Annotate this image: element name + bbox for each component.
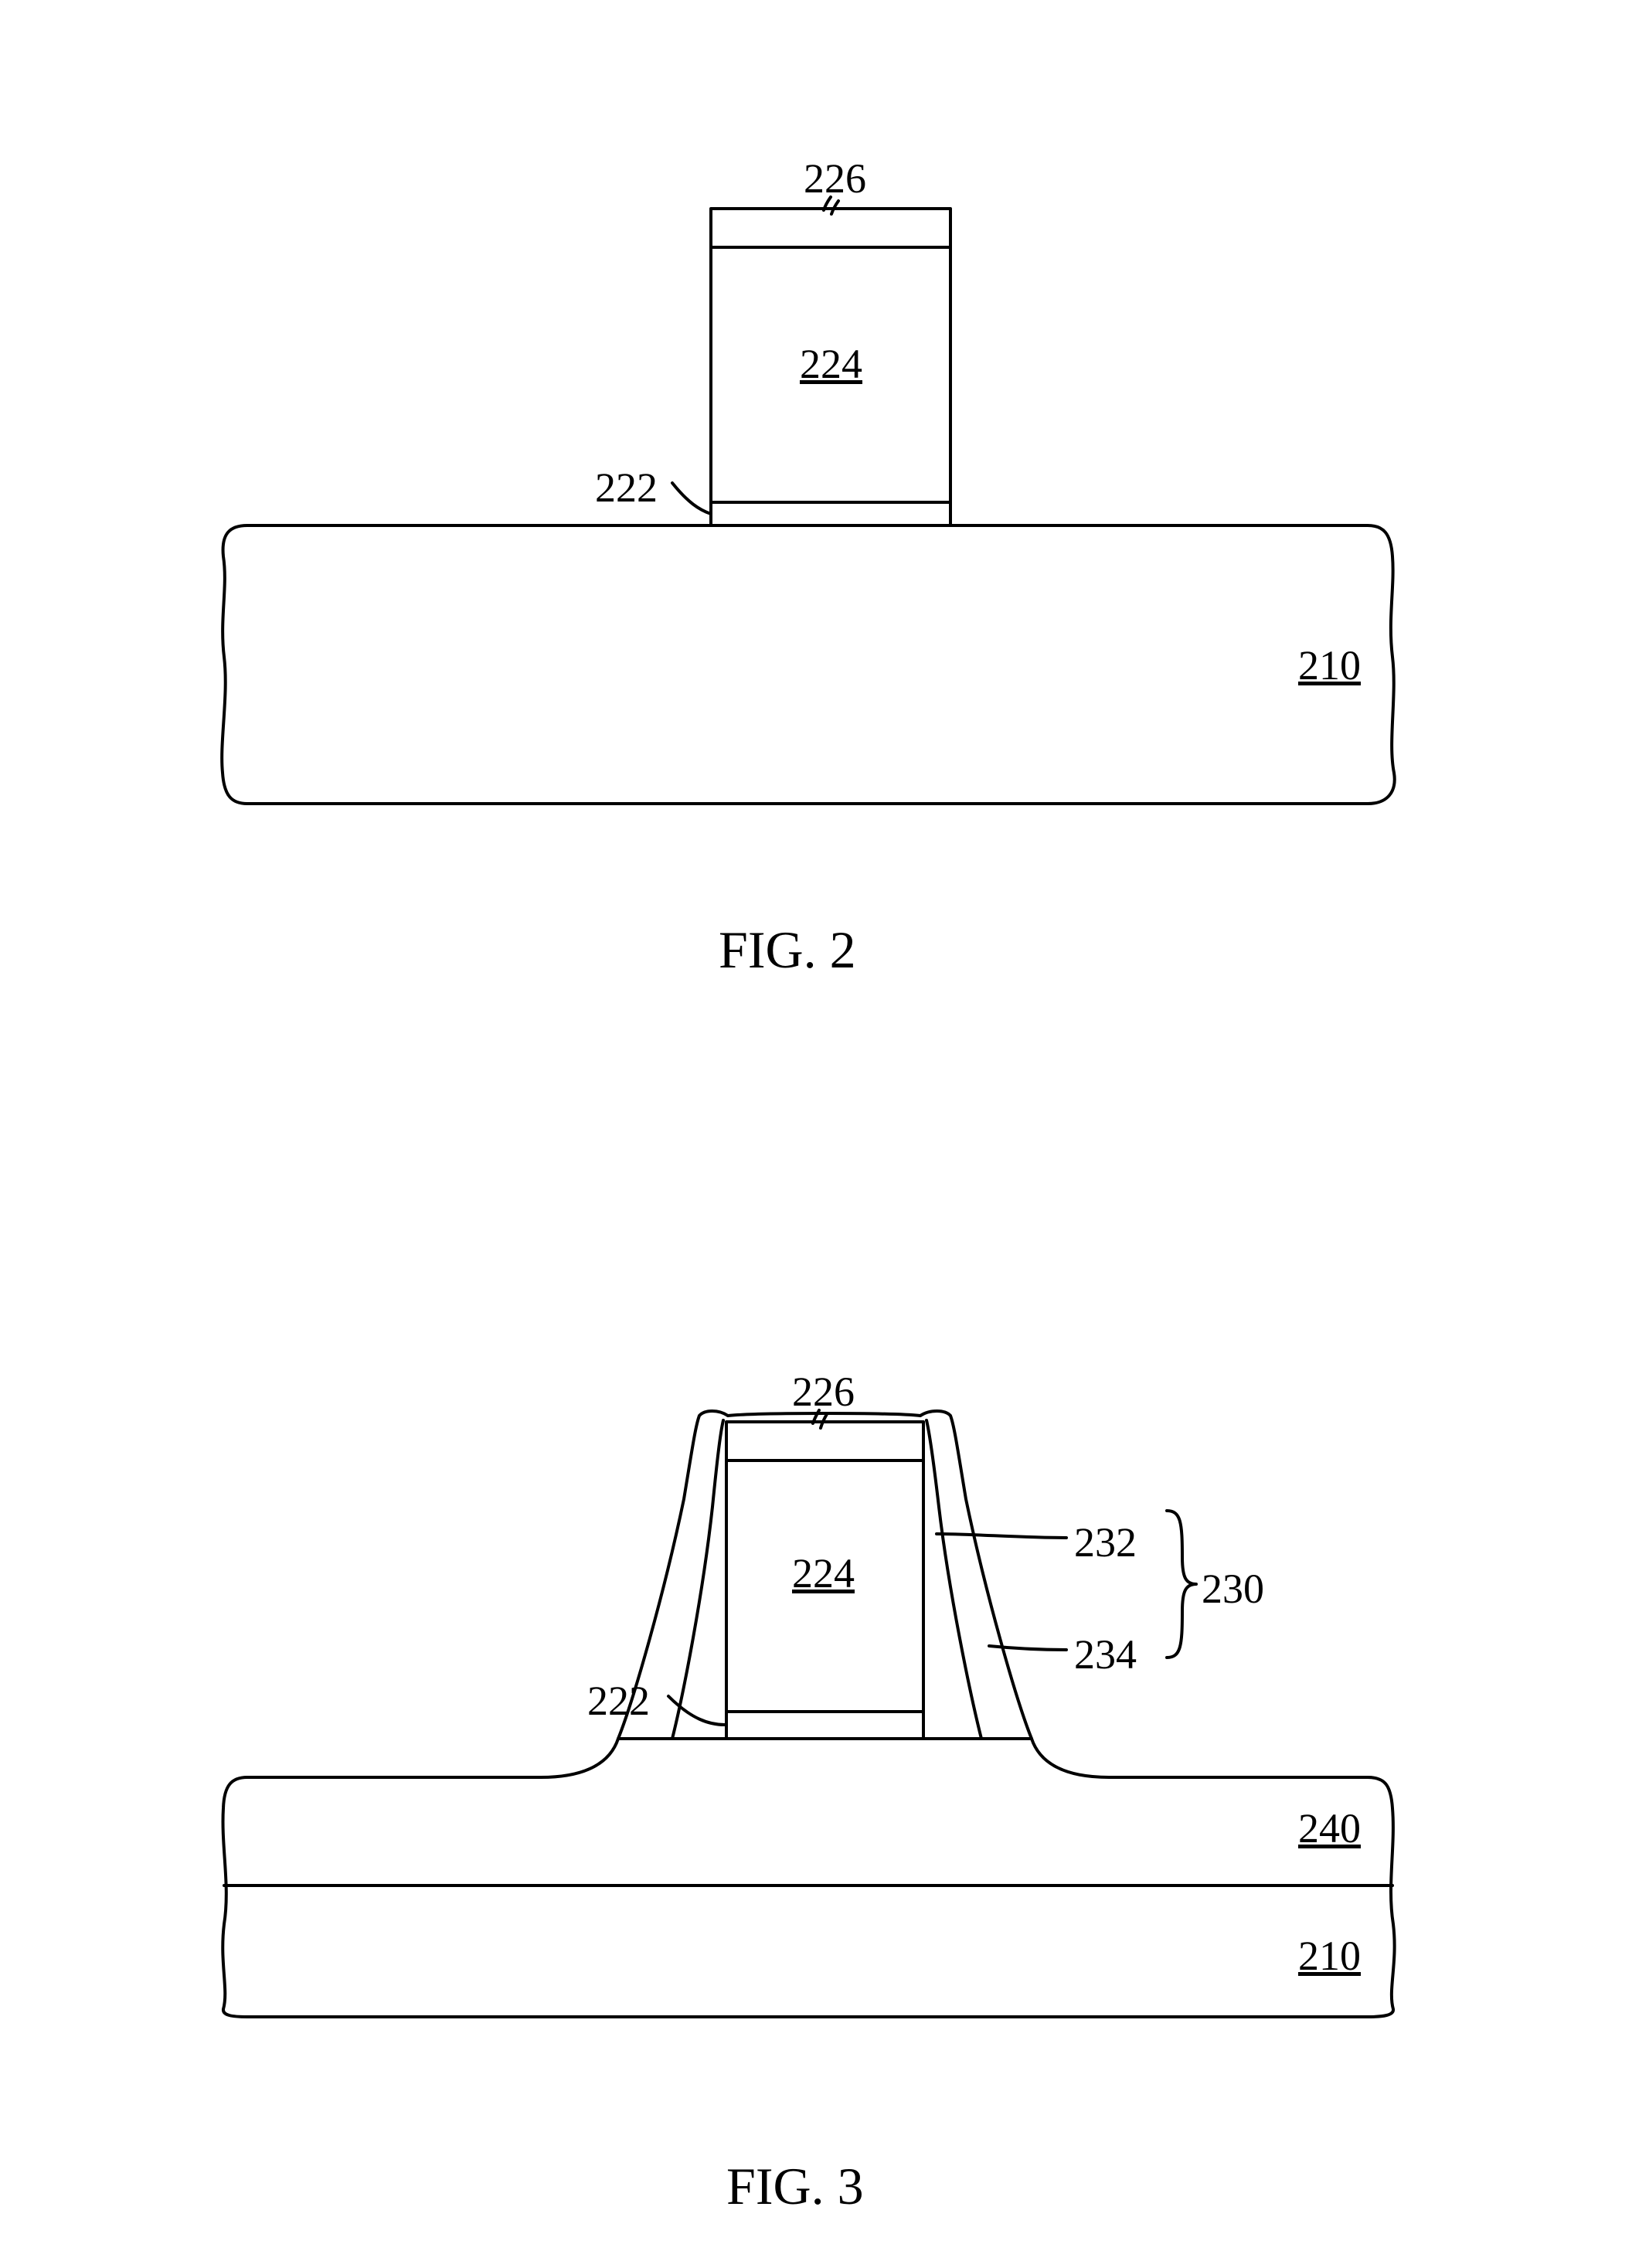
fig2-label-226: 226 (804, 155, 866, 202)
page: 226 224 222 210 FIG. 2 (0, 0, 1649, 2268)
fig3-spacer-inner-right (926, 1420, 981, 1739)
fig3-label-234: 234 (1074, 1630, 1137, 1678)
fig3-label-240: 240 (1298, 1804, 1361, 1852)
fig3-label-224: 224 (792, 1549, 855, 1597)
fig3-label-232: 232 (1074, 1518, 1137, 1566)
fig3-spacer-inner-left (672, 1420, 723, 1739)
fig3-lead-232 (937, 1534, 1066, 1538)
fig3-surface-left (247, 1739, 618, 1777)
fig3-spacer-outer-right (920, 1411, 1032, 1739)
fig2-lead-222 (672, 483, 711, 514)
fig2-substrate (222, 525, 1395, 804)
fig3-surface-right (1032, 1739, 1368, 1777)
fig2-label-224: 224 (800, 340, 862, 388)
fig3-label-222: 222 (587, 1677, 650, 1725)
fig2-label-210: 210 (1298, 641, 1361, 689)
fig3-caption: FIG. 3 (726, 2156, 864, 2217)
fig3-label-230: 230 (1202, 1565, 1264, 1613)
fig3-substrate-right-edge (1368, 1777, 1395, 2017)
fig3-lead-234 (989, 1646, 1066, 1650)
fig2-svg (0, 0, 1649, 1005)
fig3-brace-230 (1167, 1511, 1196, 1658)
fig3-label-226: 226 (792, 1368, 855, 1416)
fig2-caption: FIG. 2 (719, 920, 856, 981)
fig3-substrate-left-edge (223, 1777, 247, 2017)
fig3-svg (0, 1082, 1649, 2241)
fig2-label-222: 222 (595, 464, 658, 512)
fig3-label-210: 210 (1298, 1932, 1361, 1980)
